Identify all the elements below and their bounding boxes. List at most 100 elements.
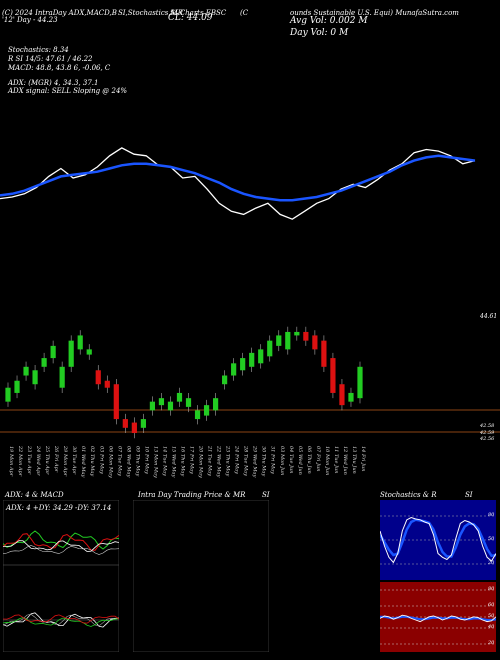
- candle: [122, 413, 128, 434]
- rsi-panel: [380, 582, 496, 652]
- price-level-1: 42.58: [480, 423, 495, 429]
- macd-line: MACD: 48.8, 43.8 6, -0.06, C: [8, 64, 111, 72]
- date-tick-label: 09 Thu May: [134, 446, 140, 476]
- candle: [158, 392, 165, 411]
- candle-body: [23, 366, 29, 376]
- rsi-tick-60: 60: [488, 602, 495, 608]
- date-tick-label: 19 Mon Apr: [8, 446, 14, 477]
- date-tick-label: 26 Fri Apr: [53, 445, 59, 473]
- date-tick-label: 02 Thu May: [89, 446, 95, 476]
- candle-body: [5, 387, 11, 402]
- macd-line: [3, 612, 119, 628]
- candle-body: [240, 358, 246, 371]
- stoch-tick-20: 20: [488, 560, 495, 566]
- candle-body: [249, 352, 255, 367]
- rsi-tick-40: 40: [488, 624, 495, 630]
- date-axis: 19 Mon Apr 22 Mon Apr 23 Tue Apr 24 Wed Apr…: [8, 445, 366, 478]
- date-tick-label: 04 Tue Jun: [288, 446, 294, 474]
- adx-line: ADX: (MGR) 4, 34.3, 37.1: [8, 79, 99, 87]
- candle: [68, 335, 74, 373]
- candle-body: [194, 410, 201, 420]
- price-line: [0, 147, 476, 220]
- candle: [113, 379, 119, 425]
- stoch-lines: [380, 516, 496, 564]
- adx-lines: [3, 530, 119, 555]
- moving-average-layer: [0, 154, 476, 202]
- date-tick-label: 22 Mon Apr: [17, 445, 23, 477]
- date-tick-label: 03 Mon Jun: [279, 446, 285, 475]
- header-chart-code: SI Charts EBSC: [170, 9, 227, 17]
- intraday-panel: [133, 500, 269, 652]
- rsi-tick-20: 20: [488, 640, 495, 646]
- price-levels: [0, 409, 500, 433]
- price-level-2: 42.59: [480, 430, 495, 436]
- adx-line: [3, 540, 119, 552]
- date-tick-label: 11 Tue Jun: [333, 446, 339, 474]
- candle: [357, 361, 363, 404]
- date-tick-label: 13 Thu Jun: [351, 446, 357, 474]
- date-tick-label: 17 Fri May: [189, 446, 195, 474]
- avg-vol: Avg Vol: 0.002 M: [290, 16, 368, 26]
- stochastics-panel: [380, 500, 496, 580]
- candle-body: [14, 380, 20, 393]
- candle-body: [158, 398, 165, 406]
- candle: [32, 365, 38, 390]
- header-line1: (C) 2024 IntraDay ADX,MACD,B: [2, 9, 117, 17]
- candle-body: [176, 392, 183, 402]
- macd-lines: [3, 612, 119, 628]
- candle-body: [285, 331, 291, 350]
- candle: [276, 330, 282, 352]
- candle-body: [104, 380, 110, 388]
- date-tick-label: 20 Mon May: [198, 445, 204, 478]
- candle-body: [140, 419, 146, 428]
- stoch-line: R SI 14/5: 47.61 / 46.22: [8, 55, 93, 63]
- date-tick-label: 28 Tue May: [243, 445, 249, 476]
- candle: [285, 326, 291, 355]
- date-tick-label: 14 Tue May: [161, 446, 167, 476]
- candle: [176, 387, 183, 407]
- date-tick-label: 10 Mon Jun: [324, 446, 330, 475]
- candle-body: [32, 370, 38, 385]
- date-tick-label: 31 Fri May: [270, 446, 276, 474]
- candle-body: [276, 335, 282, 346]
- candle-body: [294, 331, 300, 336]
- candle-body: [348, 392, 354, 402]
- date-tick-label: 24 Wed Apr: [35, 445, 41, 476]
- candle: [249, 347, 255, 373]
- main-chart: 19 Mon Apr 22 Mon Apr 23 Tue Apr 24 Wed Apr…: [0, 147, 500, 478]
- date-tick-label: 30 Tue Apr: [71, 446, 77, 475]
- date-tick-label: 12 Wed Jun: [342, 446, 348, 475]
- date-tick-label: 15 Wed May: [170, 446, 176, 478]
- price-top-label: 44.61: [480, 313, 498, 320]
- candle-body: [185, 398, 192, 407]
- date-tick-label: 23 Thu May: [225, 445, 231, 476]
- intraday-si: SI: [262, 491, 270, 499]
- candle: [14, 375, 20, 399]
- header-c: (C: [240, 9, 249, 17]
- candle: [312, 330, 318, 355]
- candle: [167, 396, 174, 416]
- adx-macd-panel: [3, 500, 119, 652]
- rsi-tick-80: 80: [488, 586, 495, 592]
- candle-body: [149, 401, 156, 411]
- candle: [140, 413, 146, 434]
- date-tick-label: 07 Tue May: [116, 446, 122, 476]
- rsi-lines: [380, 614, 496, 623]
- candle: [41, 352, 47, 373]
- candle-body: [357, 366, 363, 399]
- date-tick-label: 05 Wed Jun: [297, 446, 303, 475]
- candle-body: [339, 384, 345, 406]
- candle-body: [77, 335, 83, 350]
- stoch-d-line: [380, 518, 496, 558]
- intraday-panel-title: Intra Day Trading Price & MR: [138, 491, 246, 499]
- date-tick-label: 29 Mon Apr: [62, 445, 68, 477]
- candle: [348, 387, 354, 407]
- stoch-si: SI: [465, 491, 473, 499]
- candle: [339, 379, 345, 411]
- candle: [231, 358, 237, 381]
- candle: [258, 344, 264, 369]
- macd-hist-neg-line: [3, 614, 119, 624]
- stoch-tick-50: 50: [488, 536, 495, 542]
- candle-body: [330, 358, 336, 393]
- adx-panel-title: ADX: 4 & MACD: [5, 491, 64, 499]
